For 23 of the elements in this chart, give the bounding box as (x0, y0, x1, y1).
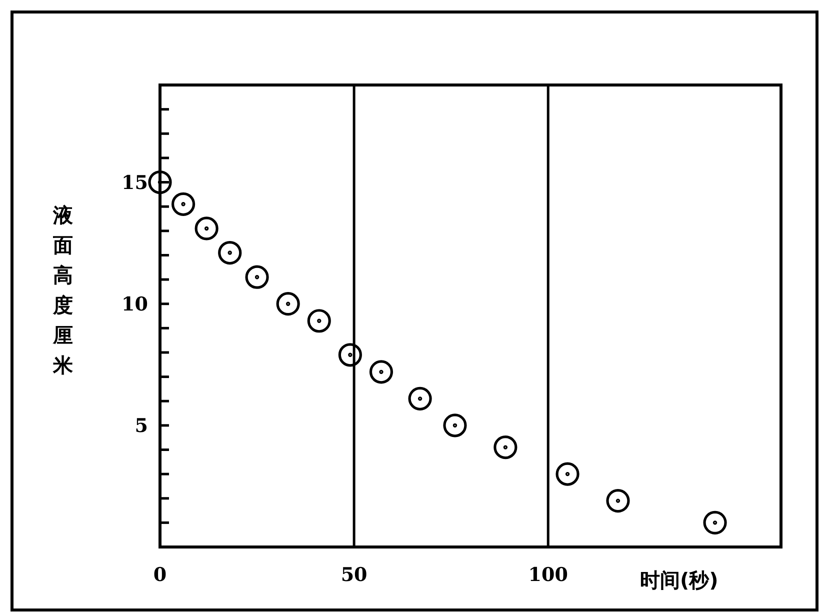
point (307, 309, 331, 333)
x-tick-label: 50 (340, 564, 368, 586)
point (703, 510, 727, 534)
point (443, 414, 467, 438)
point (556, 462, 580, 486)
point (218, 241, 242, 265)
y-axis-title: 液面高度厘米 (52, 203, 74, 377)
point (148, 170, 172, 194)
point (171, 192, 196, 216)
point (369, 360, 394, 384)
x-tick-label: 100 (528, 564, 568, 586)
point (276, 292, 300, 316)
point (338, 343, 362, 367)
point (606, 489, 630, 513)
y-tick-label: 10 (122, 293, 148, 316)
point (494, 436, 518, 460)
point (245, 265, 269, 289)
x-tick-label: 0 (153, 564, 167, 586)
x-axis-title: 时间(秒) (640, 568, 718, 592)
y-tick-label: 5 (134, 415, 148, 438)
point (408, 386, 432, 410)
point (194, 216, 218, 240)
y-tick-label: 15 (122, 172, 148, 194)
